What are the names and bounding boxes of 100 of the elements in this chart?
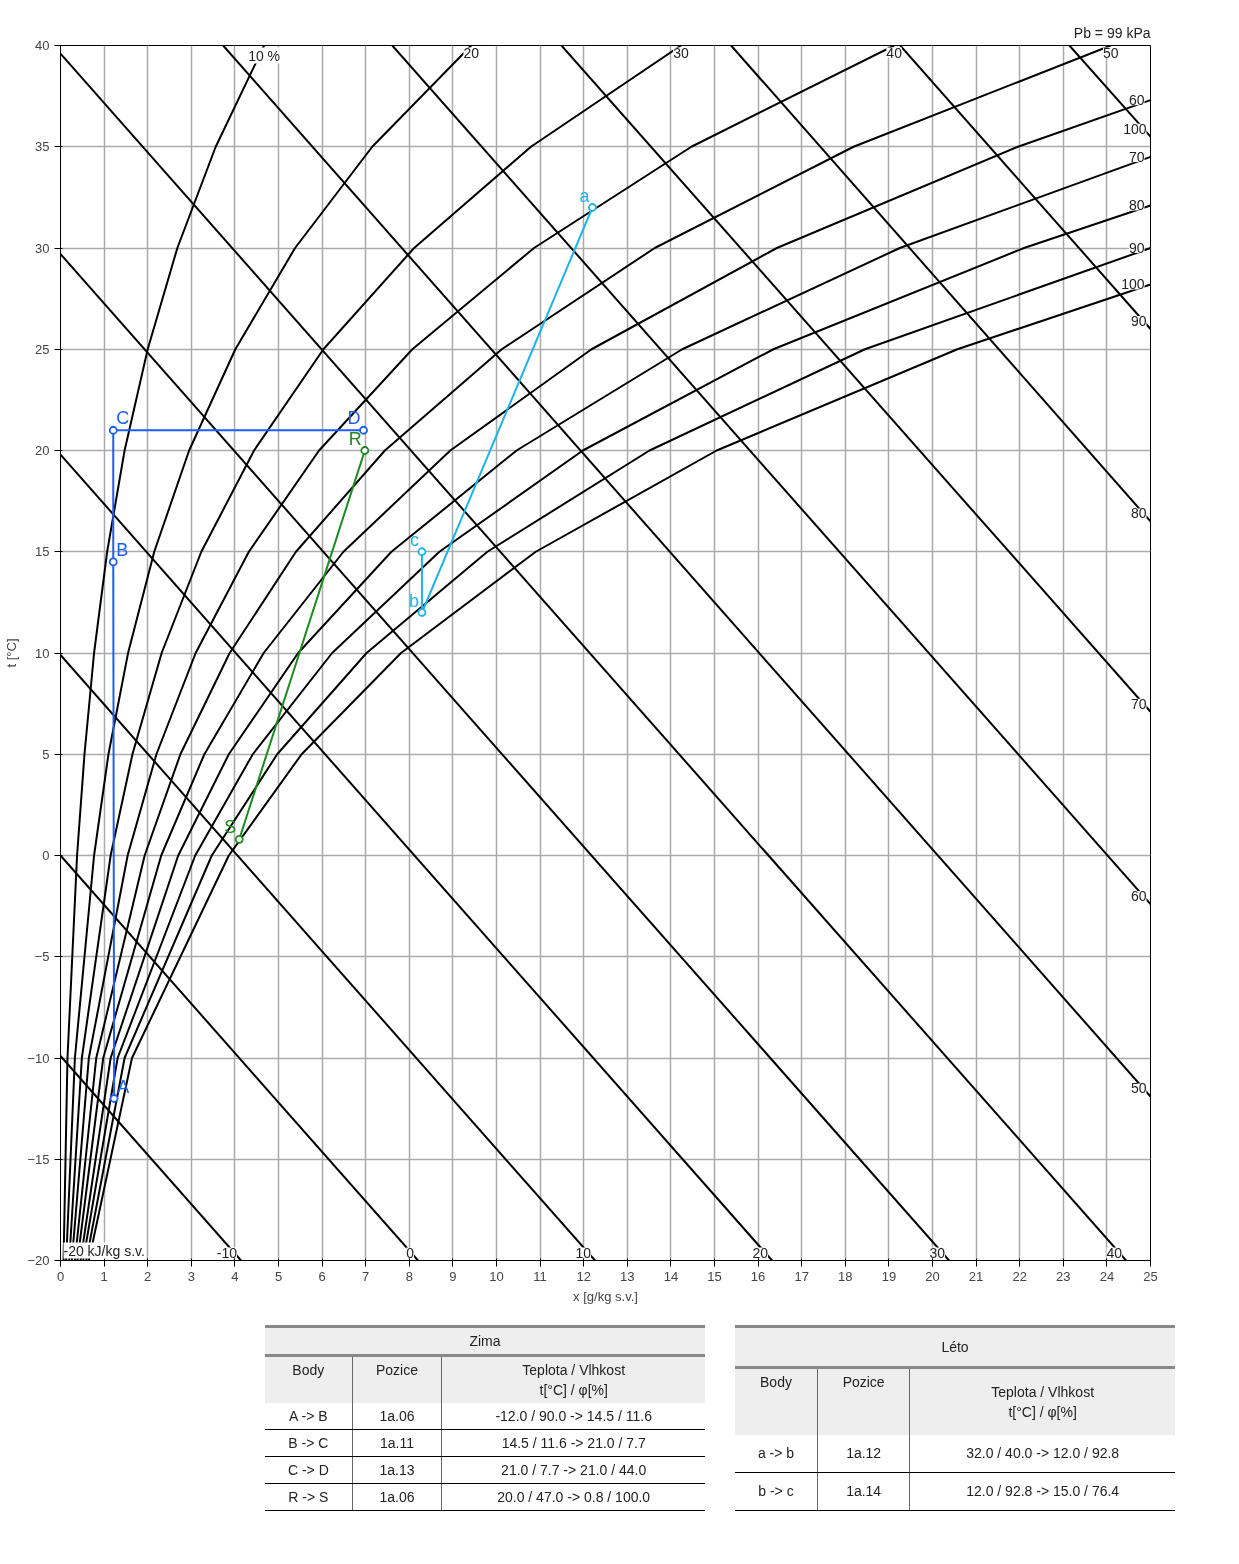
annotation: C: [116, 408, 130, 429]
text: Zima: [265, 1326, 705, 1356]
annotation: c: [409, 529, 419, 550]
text: 1a.11: [352, 1429, 442, 1457]
annotation: D: [347, 408, 361, 429]
series-label: -10: [216, 1244, 238, 1261]
text: Pozice: [817, 1367, 910, 1435]
series-label: 20: [463, 44, 480, 61]
series-label: 30: [673, 44, 689, 61]
y-tick-label: 25: [35, 341, 50, 357]
y-tick-label: 10: [35, 645, 50, 661]
x-tick-label: 15: [707, 1268, 722, 1284]
series-label: 60: [1128, 92, 1145, 109]
annotation: R: [348, 428, 362, 449]
x-tick-label: 13: [620, 1268, 635, 1284]
text: 1a.06: [352, 1403, 442, 1430]
y-tick-label: −10: [27, 1050, 50, 1066]
series-label: 50: [1130, 1080, 1147, 1097]
series-label: 20: [752, 1244, 769, 1261]
series-label: 90: [1128, 240, 1145, 256]
y-tick-label: 5: [42, 746, 50, 762]
series-label: 90: [1130, 313, 1147, 329]
text: Pb = 99 kPa: [1073, 24, 1151, 41]
text: C -> D: [265, 1456, 353, 1484]
y-tick-label: 20: [35, 443, 50, 458]
x-tick-label: 1: [100, 1268, 108, 1284]
series-label: 100: [1123, 120, 1147, 137]
text: a -> b: [735, 1434, 818, 1473]
annotation: B: [116, 539, 129, 560]
text: 1a.06: [352, 1483, 442, 1511]
x-tick-label: 22: [1012, 1268, 1027, 1284]
text: Teplota / Vlhkost: [522, 1362, 626, 1378]
series-label: 70: [1128, 148, 1145, 165]
x-tick-label: 23: [1056, 1268, 1071, 1284]
y-axis-title: t [°C]: [4, 638, 20, 668]
x-tick-label: 5: [274, 1268, 283, 1284]
x-tick-label: 12: [576, 1268, 591, 1284]
x-tick-label: 17: [794, 1268, 809, 1284]
text: t[°C] / φ[%]: [539, 1382, 608, 1398]
text: 1a.12: [817, 1434, 910, 1473]
y-tick-label: 35: [35, 139, 50, 155]
series-label: 30: [929, 1244, 946, 1261]
y-tick-label: −20: [27, 1253, 50, 1268]
text: 20.0 / 47.0 -> 0.8 / 100.0: [441, 1483, 705, 1511]
y-tick-label: −5: [34, 949, 50, 965]
series-label: 0: [406, 1244, 415, 1261]
x-tick-label: 18: [838, 1268, 853, 1284]
series-label: 100: [1121, 276, 1145, 293]
series-label: 10 %: [248, 47, 281, 64]
text: Body: [265, 1355, 353, 1403]
y-tick-label: 30: [35, 240, 50, 256]
x-tick-label: 25: [1143, 1268, 1158, 1284]
x-axis-title: x [g/kg s.v.]: [573, 1288, 638, 1304]
x-tick-label: 10: [489, 1268, 504, 1284]
series-label: 50: [1103, 44, 1119, 61]
series-label: 60: [1130, 888, 1147, 905]
text: 1a.13: [352, 1456, 442, 1484]
x-tick-label: 6: [318, 1268, 326, 1284]
y-tick-label: 15: [35, 544, 50, 560]
series-label: 40: [886, 44, 903, 61]
text: Teplota / Vlhkost: [991, 1383, 1095, 1400]
x-tick-label: 20: [925, 1268, 940, 1284]
x-tick-label: 19: [881, 1268, 897, 1284]
x-tick-label: 14: [663, 1268, 679, 1284]
text: 12.0 / 92.8 -> 15.0 / 76.4: [909, 1472, 1175, 1511]
x-tick-label: 21: [968, 1268, 984, 1284]
annotation: -20 kJ/kg s.v.: [63, 1242, 145, 1259]
annotation: a: [579, 185, 591, 206]
text: -12.0 / 90.0 -> 14.5 / 11.6: [441, 1403, 705, 1430]
x-tick-label: 0: [56, 1268, 65, 1284]
x-tick-label: 8: [405, 1268, 413, 1284]
x-tick-label: 7: [362, 1268, 370, 1284]
y-tick-label: −15: [27, 1151, 50, 1167]
x-tick-label: 24: [1099, 1268, 1115, 1284]
x-tick-label: 2: [144, 1268, 152, 1284]
x-tick-label: 11: [533, 1268, 547, 1284]
series-label: 10: [575, 1244, 592, 1261]
x-tick-label: 9: [449, 1268, 457, 1284]
text: Pozice: [352, 1355, 442, 1403]
text: B -> C: [265, 1429, 353, 1457]
text: t[°C] / φ[%]: [1008, 1403, 1077, 1420]
text: 21.0 / 7.7 -> 21.0 / 44.0: [441, 1456, 705, 1484]
text: 14.5 / 11.6 -> 21.0 / 7.7: [441, 1429, 705, 1457]
text: R -> S: [265, 1483, 353, 1511]
series-label: 70: [1130, 695, 1147, 712]
annotation: b: [408, 590, 419, 611]
y-tick-label: 0: [42, 848, 50, 863]
text: 1a.14: [817, 1472, 910, 1511]
text: Body: [735, 1367, 818, 1435]
x-tick-label: 4: [231, 1268, 239, 1284]
series-label: 80: [1130, 505, 1147, 522]
text: A -> B: [265, 1403, 353, 1430]
series-label: 80: [1128, 197, 1145, 214]
text: Léto: [735, 1326, 1175, 1368]
x-tick-label: 3: [187, 1268, 195, 1284]
series-label: 40: [1106, 1244, 1123, 1261]
text: 32.0 / 40.0 -> 12.0 / 92.8: [909, 1434, 1175, 1473]
x-tick-label: 16: [750, 1268, 766, 1284]
text: b -> c: [735, 1472, 818, 1511]
y-tick-label: 40: [35, 38, 50, 53]
